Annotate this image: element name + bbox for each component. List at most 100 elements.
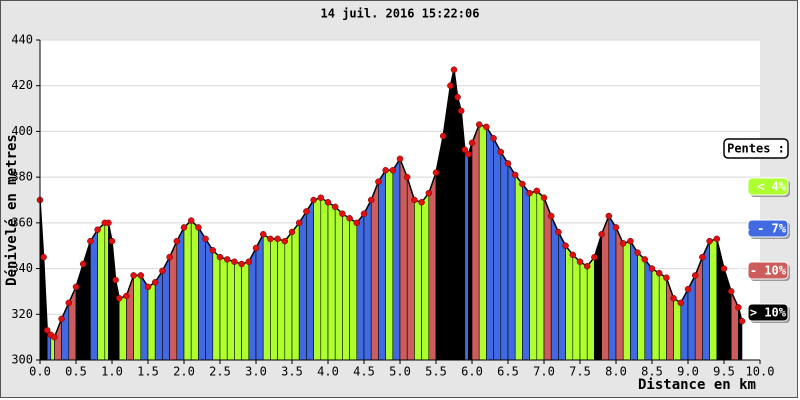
slope-segment (370, 181, 379, 361)
slope-segment (493, 138, 502, 361)
legend-title: Pentes : (727, 142, 785, 156)
profile-point (576, 258, 584, 265)
slope-segment (399, 158, 408, 361)
profile-point (720, 265, 728, 272)
slope-segment (133, 275, 142, 361)
profile-point (735, 304, 742, 311)
slope-segment (363, 199, 372, 361)
profile-point (195, 224, 202, 231)
profile-point (461, 146, 469, 153)
profile-point (51, 333, 58, 341)
profile-point (465, 151, 472, 158)
y-tick-label: 340 (11, 261, 33, 275)
profile-point (497, 148, 505, 156)
slope-segment (241, 261, 250, 361)
chart-title: 14 juil. 2016 15:22:06 (321, 7, 480, 21)
profile-point (605, 212, 613, 220)
x-tick-label: 10.0 (746, 365, 775, 379)
profile-point (569, 251, 577, 259)
profile-point (209, 247, 217, 254)
profile-point (274, 235, 281, 243)
profile-point (94, 226, 101, 233)
slope-segment (673, 297, 682, 361)
profile-point (105, 219, 112, 227)
profile-point (691, 272, 699, 279)
slope-segment (478, 124, 487, 361)
slope-segment (277, 238, 286, 361)
profile-point (403, 173, 411, 181)
profile-point (346, 215, 353, 222)
profile-point (483, 123, 490, 131)
profile-point (324, 199, 332, 206)
profile-point (375, 178, 382, 185)
slope-segment (586, 256, 595, 361)
profile-point (533, 187, 541, 195)
slope-segment (468, 142, 473, 361)
profile-point (648, 265, 656, 272)
profile-point (43, 327, 51, 334)
slope-segment (622, 240, 631, 361)
profile-point (288, 228, 296, 236)
profile-point (454, 93, 461, 101)
legend-swatch (747, 303, 789, 322)
slope-segment (320, 197, 329, 361)
profile-point (612, 224, 620, 231)
slope-segment (219, 256, 228, 361)
slope-segment (630, 240, 638, 361)
profile-point (281, 237, 289, 245)
x-tick-label: 1.0 (101, 365, 123, 379)
slope-segment (226, 259, 235, 361)
slope-segment (212, 249, 221, 361)
profile-point (238, 260, 245, 268)
profile-point (627, 237, 634, 245)
profile-point (259, 231, 267, 238)
profile-point (706, 237, 713, 245)
profile-point (360, 210, 368, 217)
slope-segment (500, 150, 509, 361)
profile-point (475, 121, 483, 128)
profile-point (457, 107, 465, 115)
slope-segment (514, 173, 523, 361)
legend-swatch (747, 177, 789, 196)
y-axis-label: Dénivelé en metres (4, 134, 20, 286)
legend-label: 4 - 7% (743, 222, 787, 236)
profile-point (727, 288, 735, 295)
slope-segment (118, 295, 127, 361)
slope-segment (334, 206, 343, 361)
profile-point (699, 253, 706, 261)
profile-point (137, 272, 145, 279)
profile-point (432, 169, 440, 176)
slope-segment (543, 197, 552, 361)
profile-point (295, 219, 303, 227)
profile-point (65, 299, 73, 307)
legend-swatch (747, 219, 789, 238)
slope-segment (558, 231, 566, 361)
profile-point (367, 196, 375, 204)
slope-segment (615, 227, 624, 361)
profile-point (331, 203, 339, 211)
slope-segment (522, 183, 530, 361)
profile-point (504, 160, 512, 167)
slope-segment (464, 148, 469, 361)
profile-point (418, 199, 425, 206)
y-tick-label: 420 (11, 78, 33, 92)
profile-point (173, 237, 181, 245)
profile-point (655, 269, 663, 277)
x-tick-label: 5.0 (389, 365, 411, 379)
profile-point (684, 285, 692, 293)
profile-point (439, 132, 447, 140)
slope-segment (291, 221, 300, 361)
profile-point (598, 231, 605, 238)
profile-point (58, 315, 65, 323)
profile-point (187, 217, 195, 224)
slope-segment (608, 214, 617, 361)
profile-point (540, 194, 548, 201)
slope-segment (313, 197, 322, 361)
x-tick-label: 1.5 (137, 365, 159, 379)
legend-label: 7 - 10% (735, 264, 786, 278)
profile-point (677, 299, 685, 307)
profile-point (562, 242, 569, 249)
profile-point (202, 235, 209, 243)
y-tick-label: 380 (11, 170, 33, 184)
